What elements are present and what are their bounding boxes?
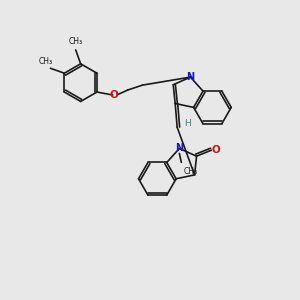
Text: N: N xyxy=(175,143,183,154)
Text: CH₃: CH₃ xyxy=(69,37,83,46)
Text: CH₃: CH₃ xyxy=(38,57,52,66)
Text: CH₃: CH₃ xyxy=(183,167,197,176)
Text: O: O xyxy=(110,90,118,100)
Text: H: H xyxy=(184,119,190,128)
Text: O: O xyxy=(212,145,221,155)
Text: N: N xyxy=(186,72,194,82)
